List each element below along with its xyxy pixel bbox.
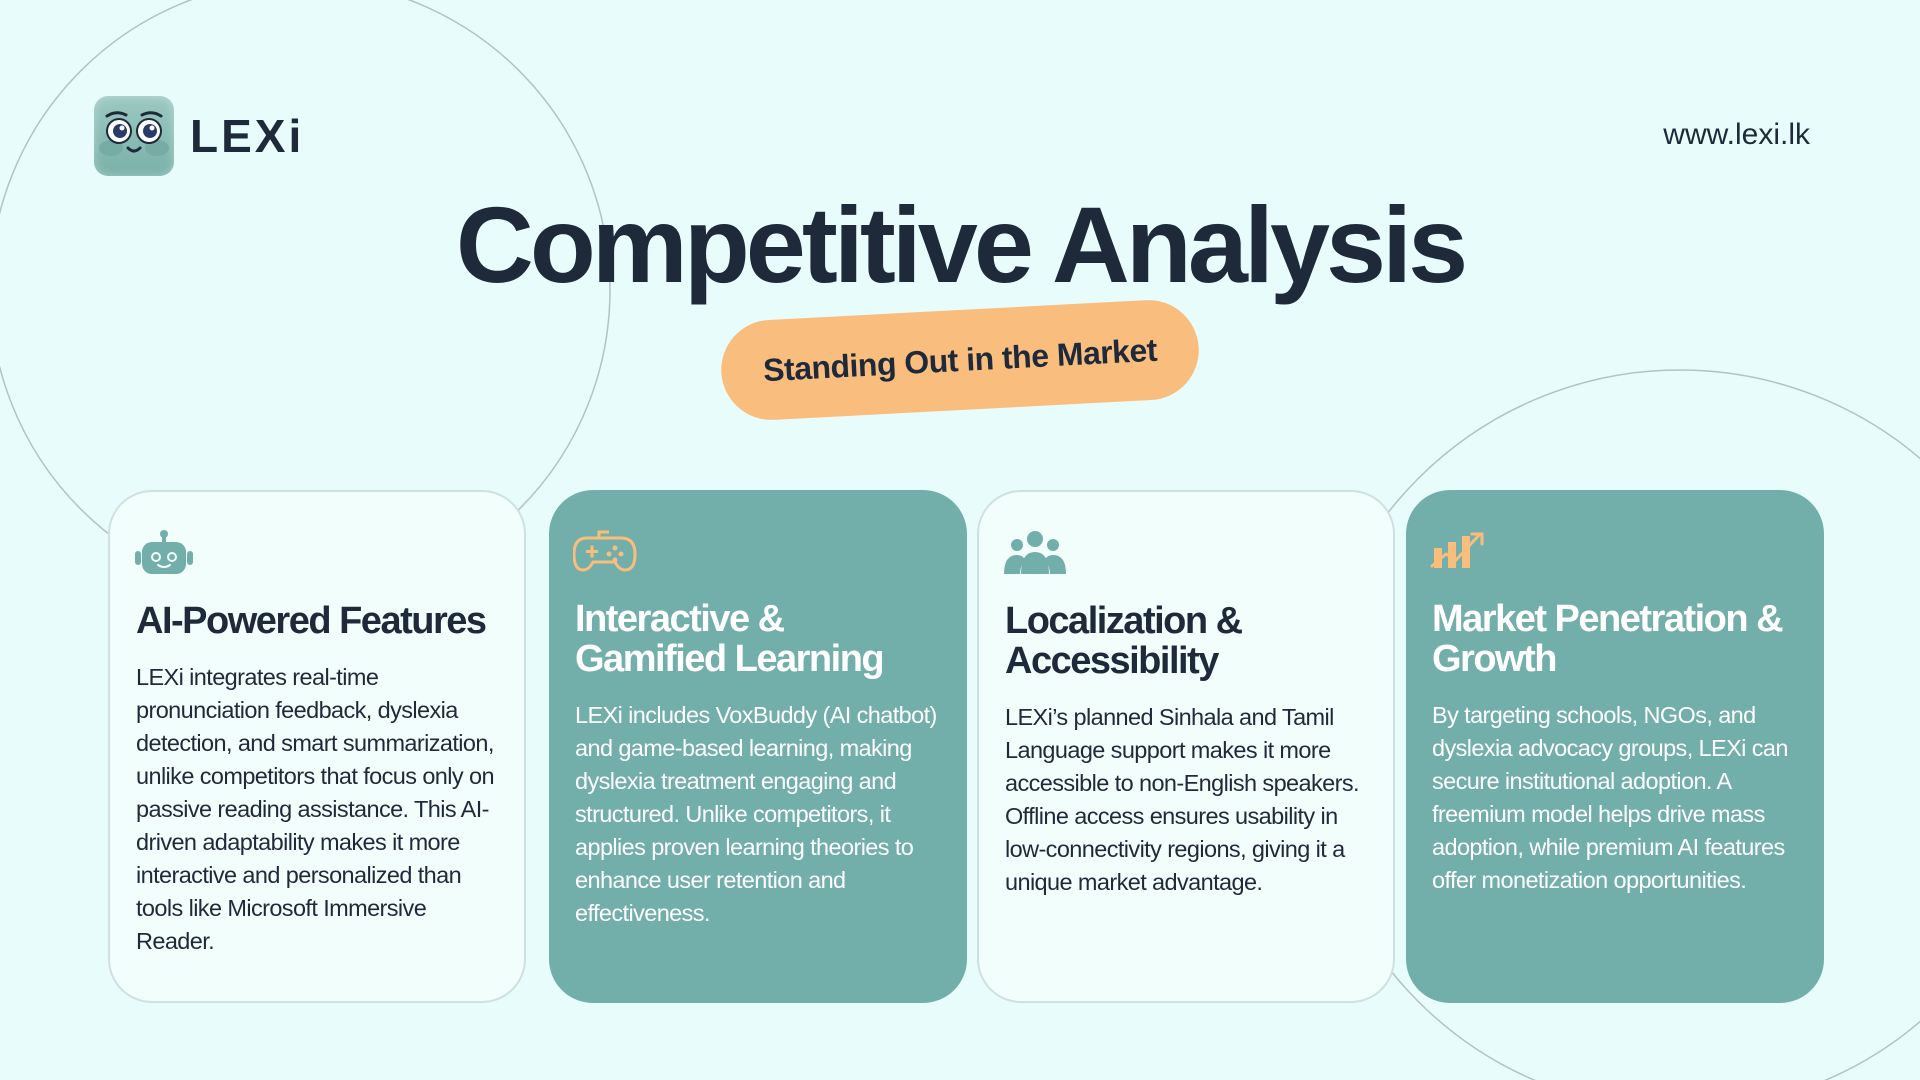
card-localization-accessibility: Localization & Accessibility LEXi’s plan…: [977, 490, 1395, 1003]
website-link[interactable]: www.lexi.lk: [1663, 118, 1810, 151]
users-icon: [1004, 531, 1066, 574]
lexi-mascot-icon: [94, 96, 174, 176]
card-market-penetration-growth: Market Penetration & Growth By targeting…: [1406, 490, 1824, 1003]
card-interactive-gamified-learning: Interactive & Gamified Learning LEXi inc…: [549, 490, 967, 1003]
brand-logo[interactable]: LEXi: [94, 96, 304, 176]
card-body: LEXi integrates real-time pronunciation …: [136, 664, 495, 954]
page-title: Competitive Analysis: [455, 184, 1468, 305]
subtitle-badge: Standing Out in the Market: [718, 297, 1202, 423]
robot-icon: [135, 530, 193, 574]
card-heading: Localization & Accessibility: [1005, 600, 1243, 682]
card-ai-powered-features: AI-Powered Features LEXi integrates real…: [108, 490, 526, 1003]
gamepad-icon: [572, 530, 637, 572]
growth-chart-icon: [1430, 532, 1484, 568]
brand-name: LEXi: [190, 110, 305, 162]
card-heading: AI-Powered Features: [136, 600, 487, 642]
card-heading: Interactive & Gamified Learning: [575, 598, 885, 680]
card-body: By targeting schools, NGOs, and dyslexia…: [1432, 702, 1788, 893]
subtitle-text: Standing Out in the Market: [762, 331, 1158, 388]
card-body: LEXi includes VoxBuddy (AI chatbot) and …: [575, 702, 937, 926]
card-body: LEXi’s planned Sinhala and Tamil Languag…: [1005, 704, 1360, 895]
card-heading: Market Penetration & Growth: [1432, 598, 1784, 680]
